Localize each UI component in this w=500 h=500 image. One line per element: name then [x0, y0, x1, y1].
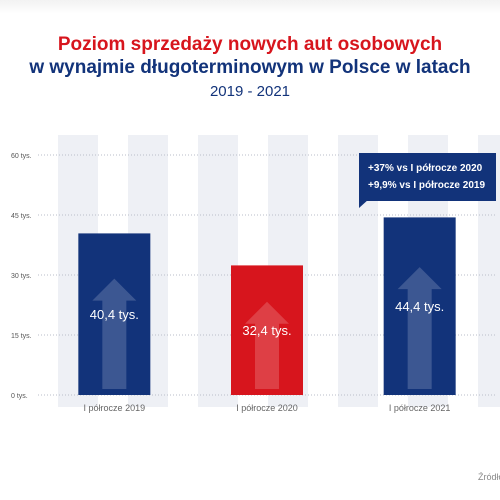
y-tick-label: 60 tys. — [11, 153, 32, 160]
background-stripe — [478, 135, 500, 407]
title-years: 2019 - 2021 — [209, 83, 291, 100]
x-category-label: I półrocze 2020 — [236, 403, 298, 413]
y-tick-label: 45 tys. — [11, 213, 32, 220]
bar — [231, 265, 303, 395]
bar — [78, 233, 151, 395]
bar-arrow-icon — [397, 267, 442, 389]
bar — [383, 217, 456, 395]
title-line-1: Poziom sprzedaży nowych aut osobowych — [57, 34, 443, 55]
growth-callout: +37% vs I półrocze 2020 +9,9% vs I półro… — [359, 153, 496, 201]
y-tick-label: 30 tys. — [11, 273, 32, 280]
top-decoration-bar — [0, 0, 500, 14]
y-tick-label: 15 tys. — [11, 333, 32, 340]
bar-value-label: 40,4 tys. — [90, 307, 139, 322]
y-tick-label: 0 tys. — [11, 393, 28, 400]
bar-arrow-icon — [245, 301, 289, 389]
title-line-2: w wynajmie długoterminowym w Polsce w la… — [29, 57, 471, 78]
source-label: Źródło — [478, 472, 500, 482]
callout-pointer — [359, 199, 369, 208]
bar-arrow-icon — [92, 278, 137, 389]
bar-value-label: 32,4 tys. — [242, 323, 291, 338]
chart-title: Poziom sprzedaży nowych aut osobowych w … — [0, 33, 500, 104]
x-category-label: I półrocze 2019 — [84, 403, 146, 413]
x-category-label: I półrocze 2021 — [389, 403, 451, 413]
callout-line-2: +9,9% vs I półrocze 2019 — [368, 180, 486, 191]
callout-line-1: +37% vs I półrocze 2020 — [368, 163, 483, 174]
bar-value-label: 44,4 tys. — [395, 299, 444, 314]
